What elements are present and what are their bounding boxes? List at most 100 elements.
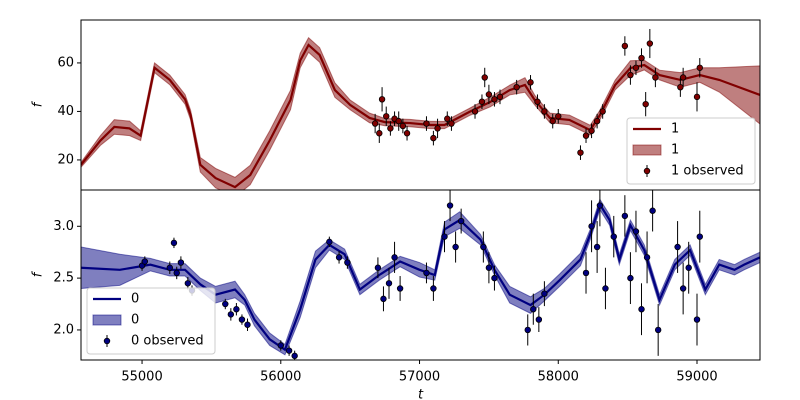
- observed-point: [399, 122, 407, 130]
- observed-point: [632, 228, 640, 235]
- observed-point: [391, 254, 398, 261]
- observed-point: [638, 306, 645, 313]
- axes-frame: [80, 189, 761, 361]
- observed-point: [491, 96, 498, 103]
- observed-point: [385, 280, 393, 287]
- observed-point: [374, 264, 382, 271]
- observed-point: [679, 74, 687, 81]
- legend-label: 1: [671, 143, 679, 158]
- legend-label: 1 observed: [671, 164, 744, 179]
- observed-point: [335, 254, 343, 261]
- observed-point: [222, 300, 229, 308]
- observed-point: [541, 108, 548, 115]
- observed-point: [184, 280, 192, 287]
- mean-line: [81, 43, 760, 189]
- observed-point: [457, 217, 465, 225]
- observed-point: [588, 223, 595, 230]
- y-tick-label: 2.5: [53, 271, 74, 286]
- observed-point: [481, 74, 488, 81]
- plot-area: [81, 190, 760, 360]
- observed-point: [485, 91, 493, 98]
- observed-point: [403, 130, 411, 137]
- observed-point: [233, 306, 240, 313]
- observed-point: [344, 259, 351, 266]
- observed-point: [685, 264, 692, 271]
- observed-point: [593, 243, 601, 251]
- observed-point: [642, 100, 649, 108]
- observed-point: [380, 295, 387, 303]
- observed-point: [452, 243, 459, 251]
- observed-point: [378, 96, 386, 103]
- y-tick-label: 40: [57, 104, 74, 119]
- observed-point: [285, 347, 293, 354]
- y-axis-label: f: [31, 100, 46, 107]
- observed-point: [383, 113, 390, 120]
- observed-point: [326, 238, 333, 246]
- observed-point: [513, 83, 520, 91]
- mean-line: [81, 201, 760, 352]
- observed-point: [478, 98, 486, 105]
- observed-point: [593, 117, 601, 125]
- observed-point: [423, 120, 430, 127]
- y-tick-label: 60: [57, 55, 74, 70]
- observed-point: [524, 326, 531, 334]
- observed-point: [396, 285, 404, 292]
- legend-swatch: [92, 314, 122, 326]
- observed-point: [693, 93, 701, 101]
- observed-point: [141, 258, 149, 265]
- observed-point: [627, 274, 634, 282]
- observed-point: [376, 130, 383, 137]
- observed-point: [602, 285, 609, 292]
- observed-point: [582, 132, 590, 139]
- legend-label: 0 observed: [131, 334, 204, 349]
- legend-label: 1: [671, 122, 679, 137]
- observed-point: [471, 108, 479, 115]
- observed-point: [535, 316, 543, 323]
- confidence-band: [81, 36, 760, 190]
- observed-point: [173, 269, 180, 277]
- observed-point: [649, 207, 656, 214]
- observed-point: [654, 326, 662, 334]
- observed-point: [632, 64, 640, 71]
- observed-point: [638, 54, 645, 62]
- legend-box: [86, 287, 216, 355]
- observed-point: [166, 264, 173, 271]
- observed-point: [441, 233, 448, 240]
- observed-point: [444, 115, 451, 122]
- observed-point: [430, 285, 437, 292]
- observed-point: [643, 254, 651, 261]
- observed-point: [448, 120, 455, 127]
- observed-point: [549, 117, 556, 125]
- observed-point: [596, 202, 604, 209]
- observed-point: [244, 321, 251, 328]
- plot-area: [81, 28, 760, 190]
- observed-point: [430, 134, 437, 142]
- observed-point: [387, 125, 394, 132]
- legend-swatch: [103, 337, 111, 345]
- observed-point: [693, 316, 701, 323]
- legend-label: 0: [131, 313, 139, 328]
- y-tick-label: 20: [57, 152, 74, 167]
- observed-point: [446, 202, 454, 209]
- observed-point: [674, 243, 681, 251]
- y-axis-label: f: [31, 270, 46, 277]
- x-tick-label: 58000: [538, 370, 579, 385]
- observed-point: [423, 269, 430, 277]
- observed-point: [485, 264, 493, 271]
- observed-point: [434, 125, 441, 132]
- legend-swatch: [632, 144, 662, 156]
- observed-point: [599, 108, 606, 115]
- observed-point: [480, 243, 487, 251]
- observed-point: [534, 98, 541, 105]
- observed-point: [627, 71, 634, 79]
- observed-point: [652, 74, 659, 81]
- legend-swatch: [643, 167, 651, 175]
- observed-point: [588, 127, 595, 135]
- x-tick-label: 55000: [121, 370, 162, 385]
- observed-point: [527, 79, 534, 86]
- observed-point: [170, 239, 178, 247]
- y-tick-label: 3.0: [53, 219, 74, 234]
- observed-point: [291, 352, 298, 360]
